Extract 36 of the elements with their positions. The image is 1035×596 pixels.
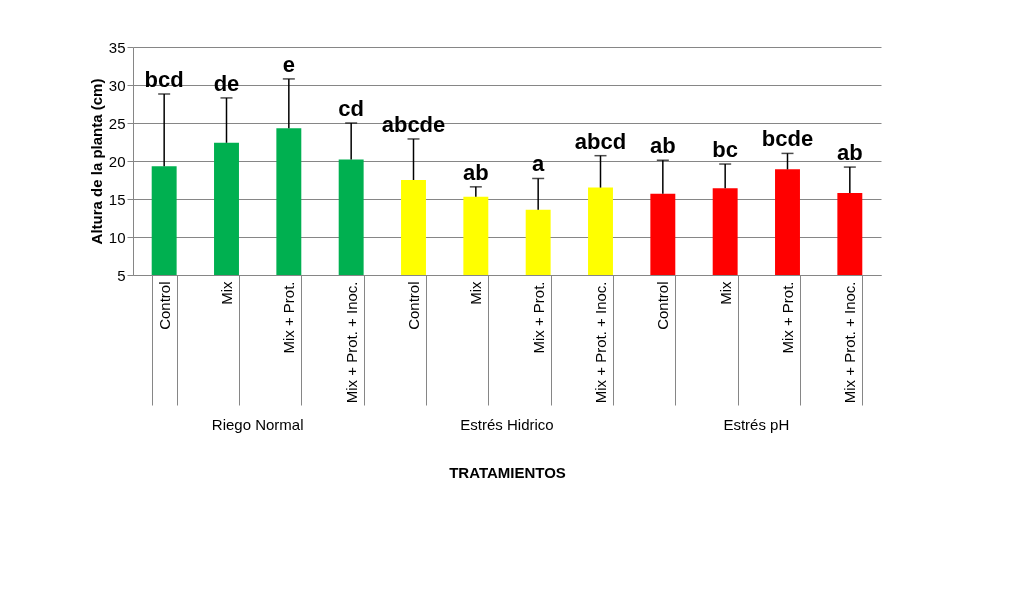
annotation: e (282, 51, 295, 77)
y-tick-label: 30 (108, 76, 126, 94)
x-tick-label: Control (654, 281, 672, 330)
y-tick-label: 10 (108, 228, 126, 246)
x-tick-label: Mix + Prot. (779, 281, 796, 354)
y-axis-title: Altura de la planta (cm) (87, 78, 105, 245)
annotation: de (213, 70, 240, 96)
x-tick-label: Control (405, 281, 422, 330)
text: Riego Normal (211, 416, 304, 433)
x-tick-label: Mix (218, 281, 235, 305)
y-tick-label: 20 (108, 152, 126, 170)
annotation: ab (836, 140, 863, 166)
x-tick-label: Mix (716, 281, 734, 305)
annotation: bcde (761, 126, 814, 152)
y-tick-label: 35 (108, 38, 126, 56)
text: Estrés pH (723, 416, 790, 433)
text: Estrés Hidrico (460, 416, 554, 433)
annotation: a (532, 151, 546, 177)
x-tick-label: Mix + Prot. (529, 281, 547, 354)
annotation: bcd (144, 67, 184, 93)
y-tick-label: 15 (108, 190, 126, 208)
annotation: abcd (574, 128, 627, 154)
annotation: cd (338, 96, 365, 121)
x-axis-title: TRATAMIENTOS (449, 464, 566, 481)
x-tick-label: Mix (467, 281, 485, 305)
annotation: bc (712, 137, 739, 163)
y-tick-label: 25 (108, 114, 126, 132)
annotation: abcde (381, 111, 446, 137)
x-tick-label: Mix + Prot. + Inoc. (342, 281, 360, 404)
x-tick-label: Control (155, 281, 173, 330)
x-tick-label: Mix + Prot. (280, 281, 298, 354)
x-tick-label: Mix + Prot. + Inoc. (592, 281, 609, 404)
x-tick-label: Mix + Prot. + Inoc. (841, 281, 859, 404)
annotation: ab (462, 159, 489, 185)
annotation: ab (649, 133, 676, 159)
y-tick-label: 5 (117, 266, 126, 284)
